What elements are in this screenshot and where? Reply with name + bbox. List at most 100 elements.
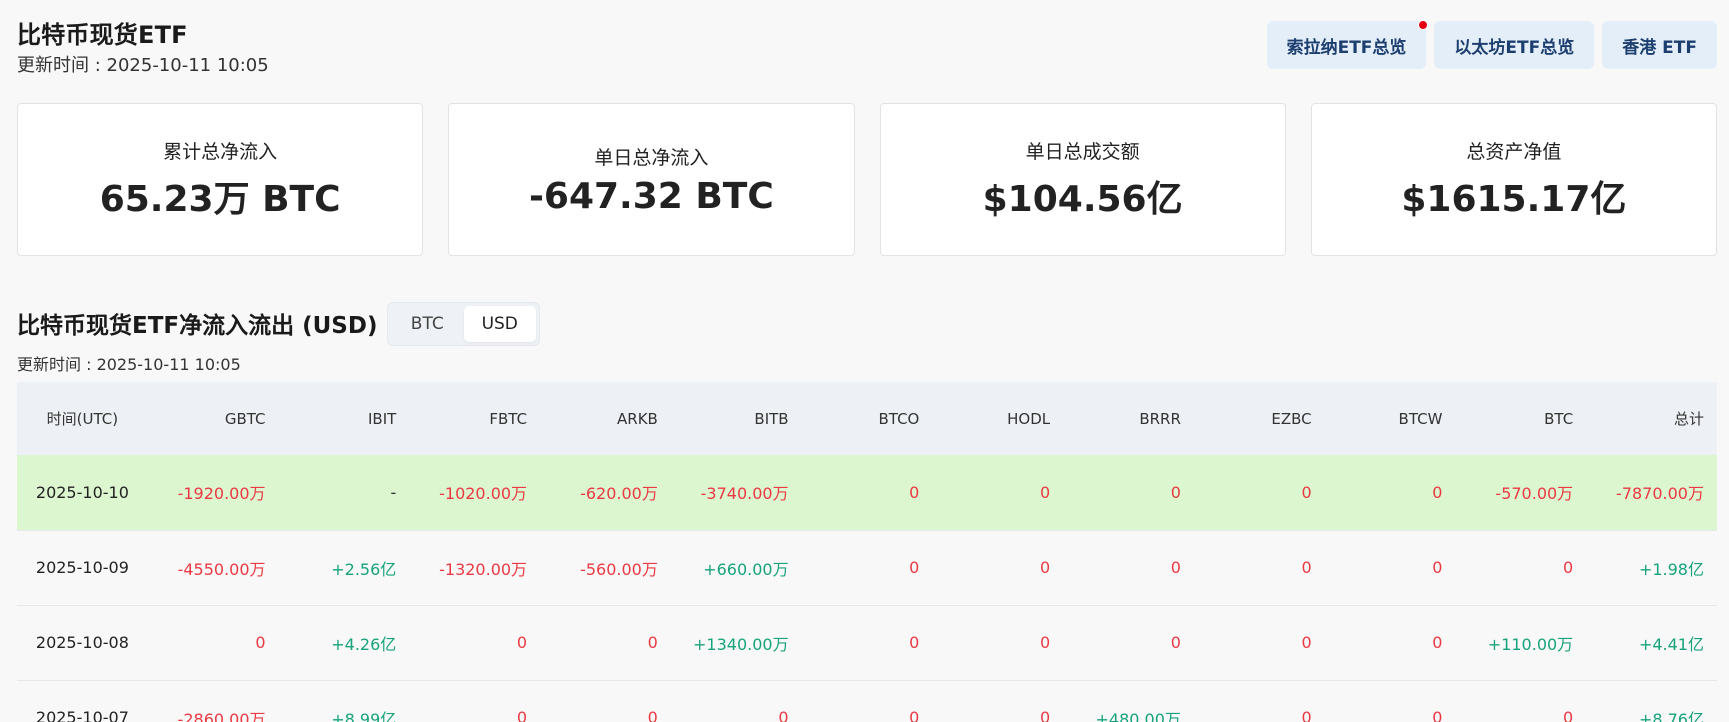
flow-cell: 0	[801, 680, 933, 722]
stat-label: 累计总净流入	[163, 141, 278, 163]
flow-cell: 0	[1324, 455, 1456, 531]
flow-cell: 0	[1193, 455, 1325, 531]
flow-cell: 0	[1193, 530, 1325, 606]
flow-cell: +4.41亿	[1586, 605, 1717, 681]
table-header-row: 时间(UTC) GBTC IBIT FBTC ARKB BITB BTCO HODL BRRR E…	[17, 382, 1717, 455]
flow-cell: 0	[932, 455, 1064, 531]
notification-dot	[1418, 20, 1429, 30]
flow-cell: +4.26亿	[278, 605, 410, 681]
flow-cell: 0	[1063, 530, 1194, 606]
flow-cell: -1020.00万	[409, 455, 541, 531]
flow-cell: -3740.00万	[670, 455, 802, 531]
stat-value: 65.23万 BTC	[99, 179, 341, 220]
flow-cell: 0	[932, 605, 1064, 681]
stat-card-net-assets: 总资产净值 $1615.17亿	[1310, 103, 1717, 256]
column-header: IBIT	[278, 382, 410, 455]
stat-label: 总资产净值	[1466, 141, 1562, 163]
flow-cell: -2860.00万	[147, 680, 279, 722]
column-header: BRRR	[1063, 382, 1194, 455]
section-update-time: 更新时间 : 2025-10-11 10:05	[17, 355, 241, 374]
date-cell: 2025-10-10	[17, 455, 148, 531]
flow-cell: 0	[932, 680, 1064, 722]
unit-toggle: BTC USD	[387, 302, 540, 346]
stat-value: $104.56亿	[982, 179, 1183, 220]
flow-cell: 0	[409, 680, 541, 722]
ethereum-etf-overview-button[interactable]: 以太坊ETF总览	[1434, 21, 1595, 69]
flow-cell: -570.00万	[1455, 455, 1587, 531]
column-header: 时间(UTC)	[17, 382, 148, 455]
etf-flow-table: 时间(UTC) GBTC IBIT FBTC ARKB BITB BTCO HODL BRRR E…	[17, 382, 1717, 722]
column-header: 总计	[1586, 382, 1717, 455]
column-header: BTC	[1455, 382, 1587, 455]
flow-cell: -560.00万	[540, 530, 671, 606]
nav-buttons: 索拉纳ETF总览 以太坊ETF总览 香港 ETF	[1266, 20, 1717, 69]
flow-cell: 0	[932, 530, 1064, 606]
flow-cell: 0	[1455, 530, 1587, 606]
flow-cell: 0	[540, 605, 671, 681]
section-title: 比特币现货ETF净流入流出 (USD)	[17, 313, 378, 339]
flow-cell: +110.00万	[1455, 605, 1587, 681]
stat-card-cumulative-inflow: 累计总净流入 65.23万 BTC	[17, 103, 424, 256]
solana-etf-overview-button[interactable]: 索拉纳ETF总览	[1266, 20, 1429, 69]
column-header: ARKB	[540, 382, 671, 455]
flow-cell: 0	[1455, 680, 1587, 722]
flow-cell: +8.76亿	[1586, 680, 1717, 722]
flow-cell: 0	[1324, 605, 1456, 681]
flow-cell: -1320.00万	[409, 530, 541, 606]
column-header: FBTC	[409, 382, 541, 455]
date-cell: 2025-10-07	[17, 680, 148, 722]
flow-cell: 0	[1324, 530, 1456, 606]
column-header: BTCO	[801, 382, 933, 455]
flow-cell: +1340.00万	[670, 605, 802, 681]
flow-cell: 0	[1063, 455, 1194, 531]
column-header: BTCW	[1324, 382, 1456, 455]
date-cell: 2025-10-08	[17, 605, 148, 681]
nav-button-label: 以太坊ETF总览	[1454, 37, 1575, 58]
column-header: EZBC	[1193, 382, 1325, 455]
stat-label: 单日总净流入	[594, 146, 709, 169]
flow-cell: 0	[409, 605, 541, 681]
flow-cell: 0	[147, 605, 279, 681]
stat-value: -647.32 BTC	[528, 175, 774, 217]
update-time: 更新时间 : 2025-10-11 10:05	[17, 55, 269, 76]
flow-cell: -4550.00万	[147, 530, 279, 606]
flow-cell: +660.00万	[670, 530, 802, 606]
table-row: 2025-10-09 -4550.00万 +2.56亿 -1320.00万 -560.0…	[17, 530, 1717, 606]
flow-cell: 0	[1324, 680, 1456, 722]
flow-cell: 0	[670, 680, 802, 722]
table-body: 2025-10-10 -1920.00万 - -1020.00万 -620.00万 -37…	[17, 455, 1717, 722]
flow-cell: 0	[801, 530, 933, 606]
table-row: 2025-10-07 -2860.00万 +8.99亿 0 0 0 0 0 +480.00万 0 0…	[17, 680, 1717, 722]
table-row: 2025-10-08 0 +4.26亿 0 0 +1340.00万 0 0 0 0 0 +110.00…	[17, 605, 1717, 681]
flow-cell: -	[278, 455, 410, 531]
nav-button-label: 索拉纳ETF总览	[1286, 37, 1407, 58]
flow-cell: +2.56亿	[278, 530, 410, 606]
flow-cell: 0	[801, 605, 933, 681]
flow-cell: 0	[1063, 605, 1194, 681]
flow-cell: +480.00万	[1063, 680, 1194, 722]
flow-cell: 0	[540, 680, 671, 722]
stat-card-daily-volume: 单日总成交额 $104.56亿	[879, 103, 1286, 256]
toggle-btc[interactable]: BTC	[410, 314, 444, 334]
stat-label: 单日总成交额	[1025, 141, 1140, 163]
stat-value: $1615.17亿	[1401, 179, 1627, 220]
flow-cell: -7870.00万	[1586, 455, 1717, 531]
flow-cell: 0	[1193, 680, 1325, 722]
toggle-usd[interactable]: USD	[463, 306, 536, 342]
nav-button-label: 香港 ETF	[1622, 37, 1697, 58]
column-header: BITB	[670, 382, 802, 455]
flow-cell: +8.99亿	[278, 680, 410, 722]
stat-card-daily-inflow: 单日总净流入 -647.32 BTC	[448, 103, 855, 256]
flow-cell: +1.98亿	[1586, 530, 1717, 606]
flow-cell: -1920.00万	[147, 455, 279, 531]
column-header: HODL	[932, 382, 1064, 455]
stats-cards: 累计总净流入 65.23万 BTC 单日总净流入 -647.32 BTC 单日总…	[17, 103, 1717, 256]
table-row: 2025-10-10 -1920.00万 - -1020.00万 -620.00万 -37…	[17, 455, 1717, 531]
flow-cell: 0	[1193, 605, 1325, 681]
flow-cell: 0	[801, 455, 933, 531]
hongkong-etf-button[interactable]: 香港 ETF	[1602, 21, 1717, 69]
page-title: 比特币现货ETF	[17, 21, 188, 49]
flow-cell: -620.00万	[540, 455, 671, 531]
column-header: GBTC	[147, 382, 279, 455]
date-cell: 2025-10-09	[17, 530, 148, 606]
